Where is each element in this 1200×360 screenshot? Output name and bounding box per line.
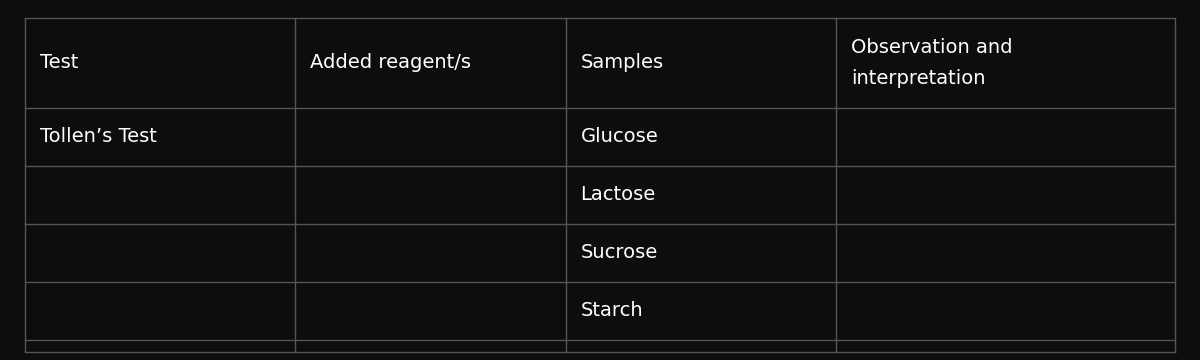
- Text: Starch: Starch: [581, 302, 643, 320]
- Text: Test: Test: [40, 54, 78, 72]
- Text: Added reagent/s: Added reagent/s: [311, 54, 472, 72]
- Text: Tollen’s Test: Tollen’s Test: [40, 127, 157, 147]
- Text: Glucose: Glucose: [581, 127, 659, 147]
- Text: Samples: Samples: [581, 54, 664, 72]
- Text: Observation and
interpretation: Observation and interpretation: [851, 38, 1013, 88]
- Text: Lactose: Lactose: [581, 185, 655, 204]
- Text: Sucrose: Sucrose: [581, 243, 658, 262]
